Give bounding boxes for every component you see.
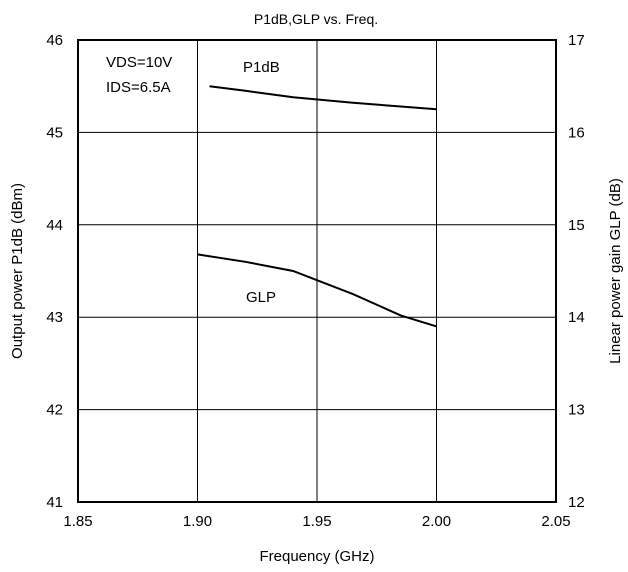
x-tick-labels: 1.85 1.90 1.95 2.00 2.05 (63, 513, 570, 530)
x-tick-label: 2.05 (541, 513, 570, 530)
y-right-tick-label: 14 (568, 309, 585, 326)
condition-vds: VDS=10V (106, 54, 172, 71)
x-axis-title: Frequency (GHz) (259, 548, 374, 565)
y-left-tick-labels: 41 42 43 44 45 46 (46, 32, 63, 511)
y-right-tick-label: 17 (568, 32, 585, 49)
series-lines (197, 85, 437, 328)
x-tick-label: 1.85 (63, 513, 92, 530)
y-left-axis-title: Output power P1dB (dBm) (9, 183, 26, 359)
x-tick-label: 1.95 (302, 513, 331, 530)
y-right-tick-label: 12 (568, 494, 585, 511)
series-label-p1db: P1dB (243, 59, 280, 76)
plot-frame (77, 39, 557, 503)
x-tick-label: 1.90 (183, 513, 212, 530)
y-right-tick-label: 15 (568, 217, 585, 234)
y-left-tick-label: 42 (46, 402, 63, 419)
y-left-tick-label: 45 (46, 124, 63, 141)
series-line-glp (197, 253, 437, 328)
series-label-glp: GLP (246, 289, 276, 306)
condition-ids: IDS=6.5A (106, 79, 171, 96)
y-right-tick-label: 13 (568, 402, 585, 419)
series-line-p1db (209, 85, 437, 111)
y-right-axis-title: Linear power gain GLP (dB) (607, 178, 624, 364)
grid-lines (78, 40, 556, 502)
y-left-tick-label: 41 (46, 494, 63, 511)
x-tick-label: 2.00 (422, 513, 451, 530)
y-left-tick-label: 43 (46, 309, 63, 326)
chart-title: P1dB,GLP vs. Freq. (254, 11, 378, 27)
y-left-tick-label: 46 (46, 32, 63, 49)
y-left-tick-label: 44 (46, 217, 63, 234)
y-right-tick-labels: 12 13 14 15 16 17 (568, 32, 585, 511)
y-right-tick-label: 16 (568, 124, 585, 141)
